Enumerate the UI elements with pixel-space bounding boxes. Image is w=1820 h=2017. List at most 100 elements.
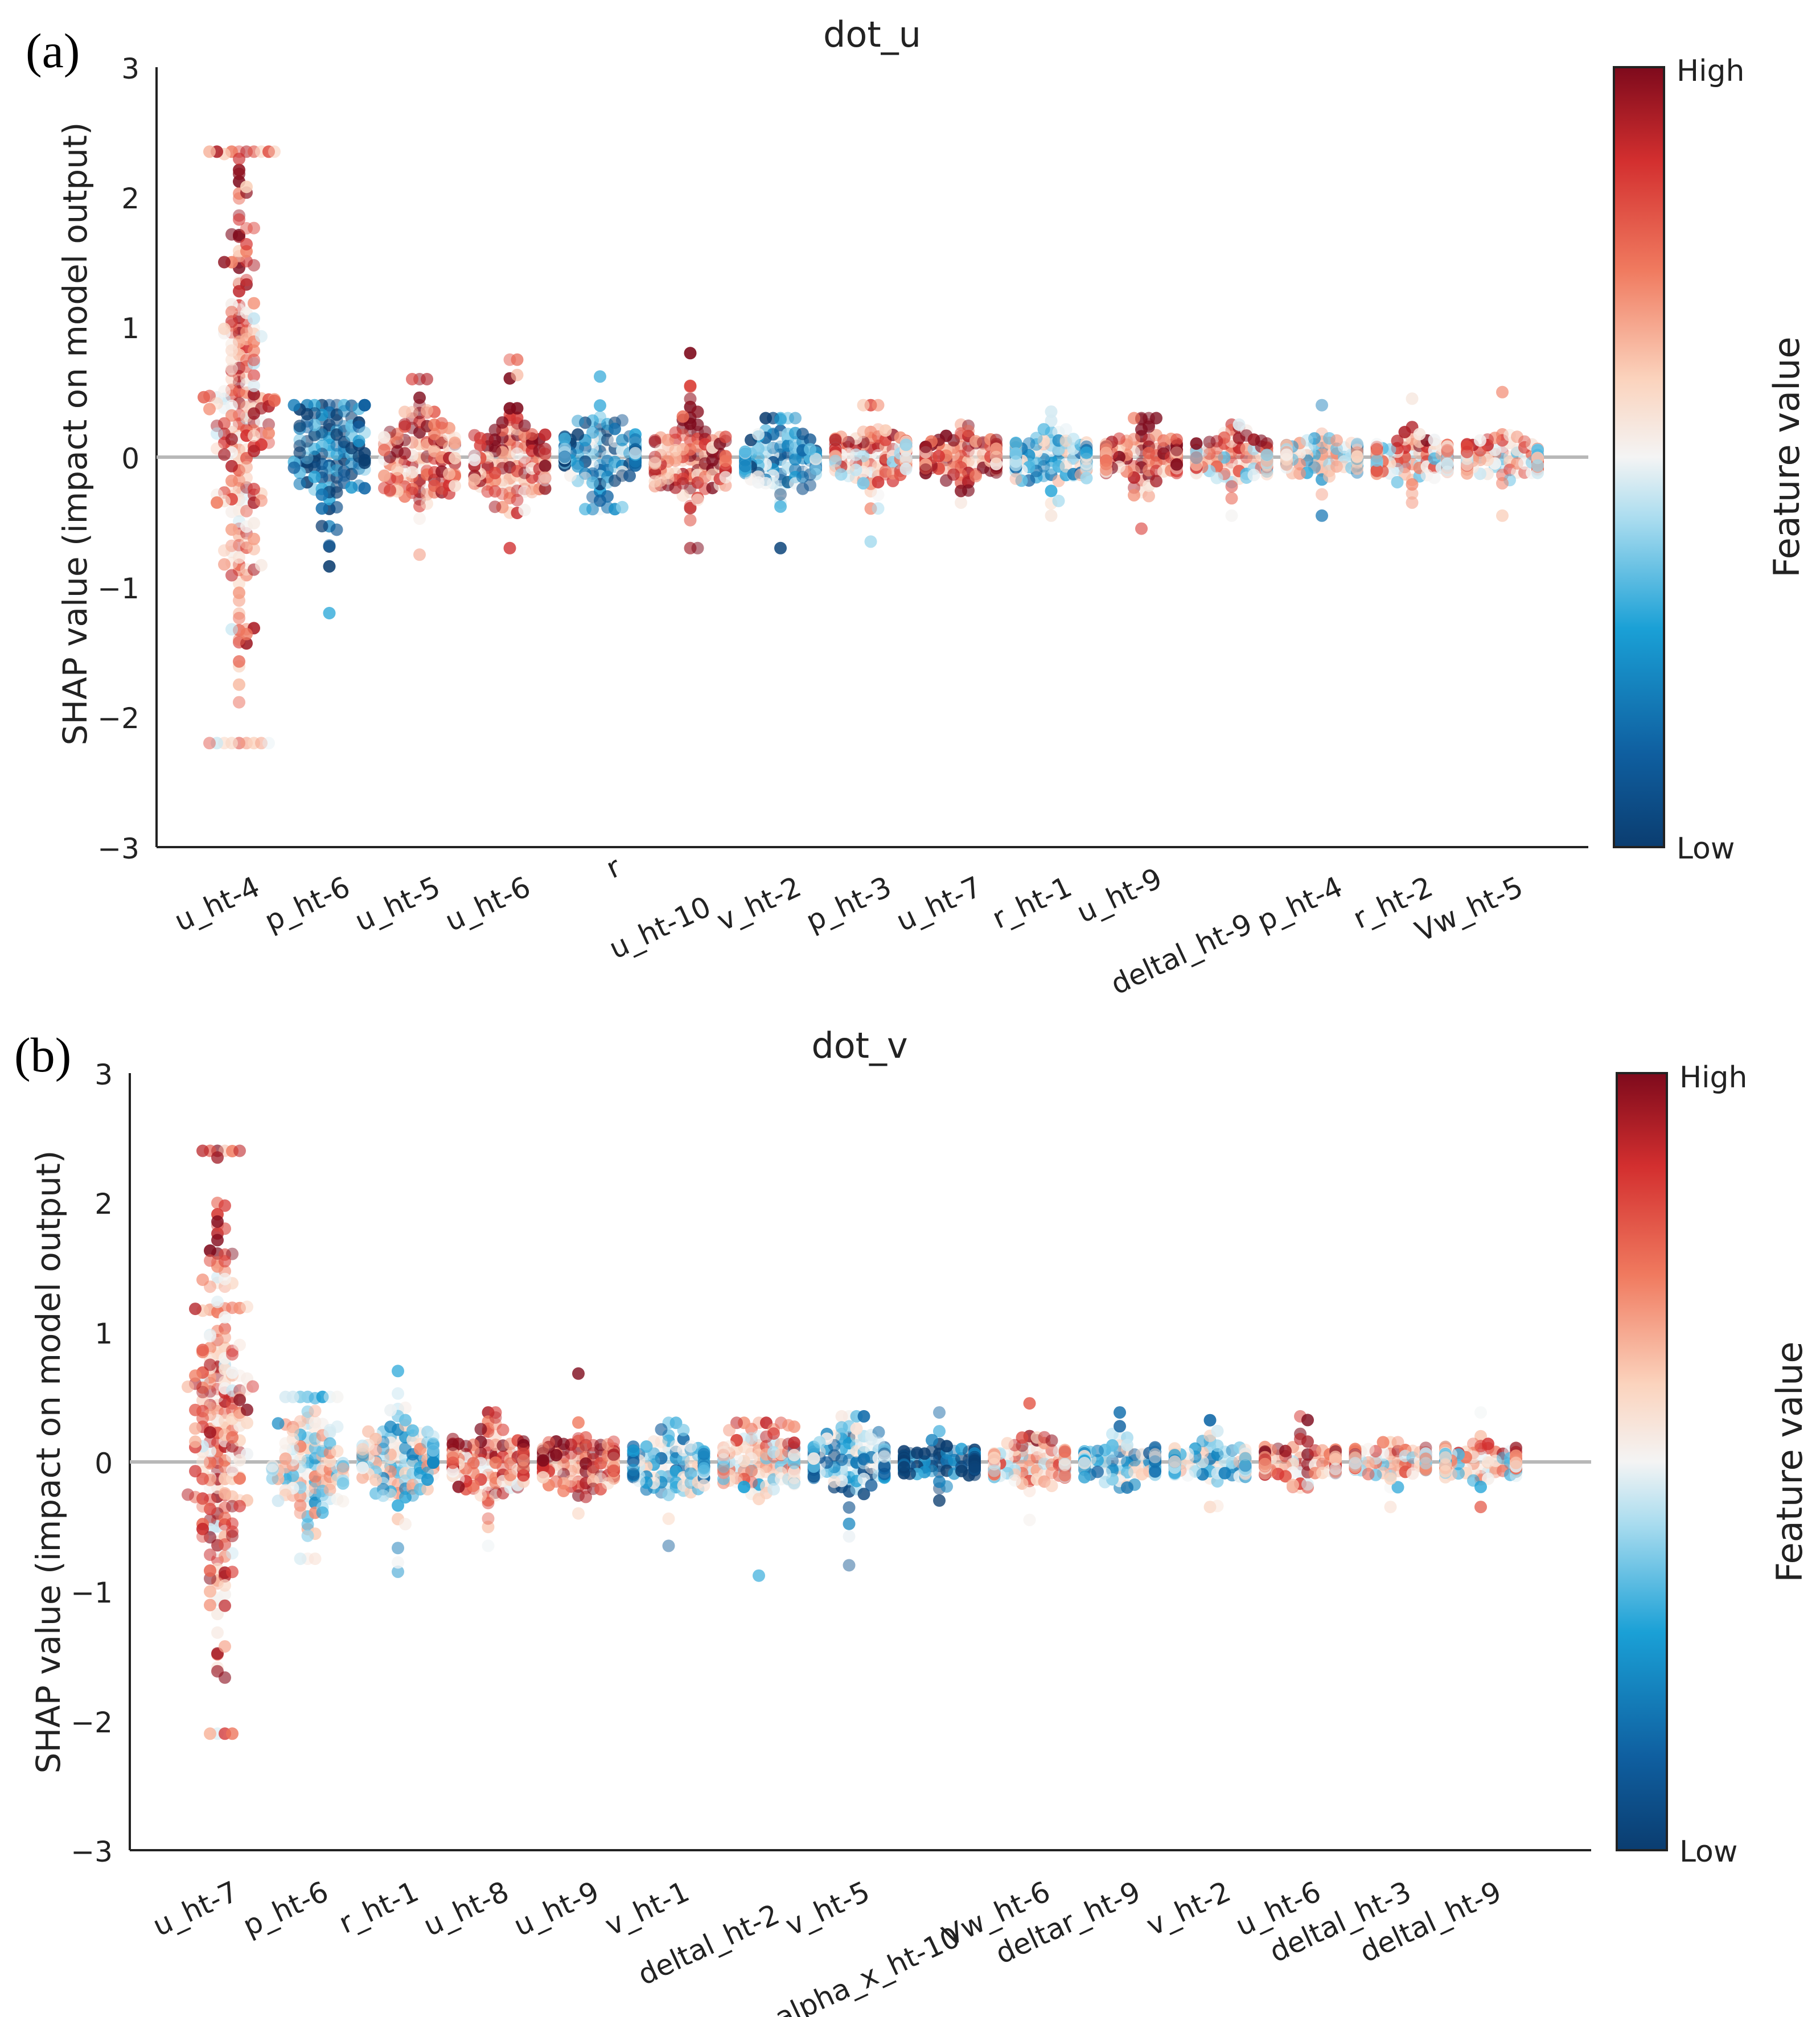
colorbar-title: Feature value (1766, 336, 1807, 577)
shap-dot (240, 274, 253, 286)
shap-dot (752, 442, 765, 455)
shap-dot (377, 1443, 389, 1455)
shap-dot (1114, 1420, 1126, 1433)
shap-dot (255, 558, 268, 572)
shap-dot (872, 488, 885, 502)
shap-dot (655, 1423, 668, 1436)
x-tick-label: u_ht-7 (148, 1875, 244, 1942)
shap-dot (1059, 423, 1073, 436)
shap-dot (468, 429, 481, 442)
shap-dot (233, 594, 245, 607)
shap-dot (219, 1599, 231, 1612)
y-axis-label: SHAP value (impact on model output) (56, 122, 95, 746)
shap-dot (309, 1416, 322, 1429)
x-tick-label: v_ht-2 (1141, 1875, 1236, 1942)
shap-dot (248, 221, 260, 235)
shap-dot (218, 322, 231, 335)
shap-dot (248, 369, 260, 382)
shap-dot (969, 435, 982, 448)
x-tick-label: deltal_ht-9 (1106, 907, 1257, 1001)
shap-dot (627, 1444, 640, 1457)
shap-dot (398, 418, 411, 431)
shap-dot (474, 1423, 487, 1436)
shap-dot (196, 1412, 209, 1425)
shap-dot (233, 153, 245, 166)
shap-dot (719, 454, 732, 467)
shap-dot (356, 1443, 369, 1456)
shap-dot (219, 1579, 231, 1592)
shap-dot (287, 461, 301, 474)
shap-dot (691, 418, 704, 432)
shap-dot (586, 490, 599, 503)
shap-dot (739, 459, 751, 473)
shap-dot (835, 1410, 848, 1423)
shap-dot (1009, 447, 1022, 460)
shap-dot (1023, 1485, 1036, 1498)
shap-dot (1045, 484, 1058, 498)
shap-dot (330, 501, 343, 514)
shap-dot (233, 1500, 246, 1513)
shap-dot (511, 402, 524, 415)
shap-dot (511, 411, 524, 424)
shap-dot (496, 1423, 510, 1436)
shap-dot (489, 1456, 502, 1469)
shap-dot (233, 1394, 246, 1407)
shap-dot (226, 1348, 239, 1361)
shap-dot (518, 503, 531, 516)
shap-dot (1045, 1434, 1058, 1447)
shap-dot (248, 517, 260, 529)
shap-dot (225, 372, 238, 385)
shap-dot (1099, 1476, 1111, 1489)
shap-dot (1052, 494, 1065, 507)
shap-dot (204, 1564, 216, 1577)
shap-dot (1391, 476, 1404, 488)
shap-dot (446, 1456, 459, 1469)
shap-dot (518, 419, 531, 432)
shap-dot (248, 445, 260, 458)
shap-dot (1009, 437, 1022, 449)
shap-dot (233, 539, 245, 552)
shap-dot (684, 379, 697, 392)
shap-dot (607, 1435, 620, 1448)
x-tick-label: u_ht-9 (1072, 861, 1168, 929)
shap-dot (539, 428, 552, 441)
shap-dot (481, 485, 494, 498)
shap-dot (211, 1295, 224, 1308)
shap-dot (369, 1473, 382, 1486)
shap-dot (990, 433, 1003, 446)
shap-dot (392, 1565, 404, 1578)
shap-dot (774, 541, 787, 554)
shap-dot (1170, 443, 1183, 457)
shap-dot (225, 228, 238, 241)
shap-dot (1510, 1456, 1522, 1469)
shap-dot (196, 1344, 209, 1357)
shap-dot (301, 408, 314, 421)
shap-dot (662, 1539, 675, 1552)
shap-dot (1190, 451, 1203, 464)
shap-dot (879, 424, 892, 437)
shap-dot (392, 1365, 404, 1378)
shap-dot (279, 1452, 292, 1465)
shap-dot (1384, 1501, 1397, 1514)
shap-dot (691, 494, 704, 507)
shap-dot (225, 474, 238, 487)
shap-dot (564, 469, 577, 482)
shap-dot (1045, 1480, 1058, 1493)
shap-dot (1308, 432, 1321, 445)
shap-dot (730, 1416, 743, 1429)
shap-dot (788, 1478, 800, 1491)
shap-dot (691, 405, 704, 418)
shap-dot (219, 1640, 231, 1653)
shap-dot (323, 607, 336, 619)
shap-dot (241, 1403, 253, 1416)
shap-dot (1067, 433, 1080, 446)
shap-dot (789, 412, 802, 425)
shap-dot (557, 1485, 570, 1497)
shap-dot (767, 1427, 780, 1440)
shap-dot (449, 479, 461, 492)
shap-dot (738, 1481, 750, 1493)
shap-dot (1135, 522, 1148, 535)
shap-dot (1441, 457, 1454, 470)
shap-dot (211, 496, 223, 509)
shap-dot (1203, 447, 1216, 461)
